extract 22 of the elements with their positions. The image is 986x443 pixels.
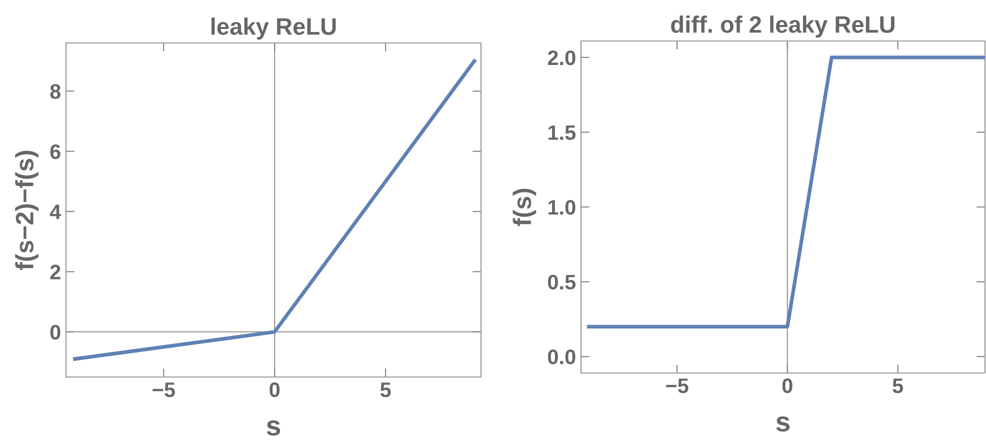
- y-axis-title: f(s−2)−f(s): [15, 150, 38, 270]
- x-axis-title: s: [776, 416, 790, 432]
- x-tick-label: 5: [892, 378, 904, 394]
- x-tick-label: −5: [666, 378, 688, 394]
- x-tick-label: 5: [380, 382, 391, 398]
- y-tick-label: 0.5: [548, 274, 576, 290]
- x-tick-label: −5: [152, 382, 175, 398]
- x-axis-title: s: [266, 420, 280, 436]
- x-tick-label: 0: [782, 378, 792, 394]
- y-tick-label: 2.0: [548, 50, 576, 66]
- y-axis-title: f(s): [512, 188, 536, 226]
- y-tick-label: 1.0: [548, 200, 576, 215]
- y-tick-label: 4: [50, 204, 62, 220]
- y-tick-label: 0.0: [548, 350, 576, 364]
- y-tick-label: 1.5: [548, 125, 576, 140]
- y-tick-label: 8: [50, 84, 60, 99]
- chart-title: diff. of 2 leaky ReLU: [671, 16, 894, 38]
- chart-title: leaky ReLU: [212, 18, 336, 40]
- y-tick-label: 2: [50, 264, 60, 280]
- x-tick-label: 0: [270, 382, 280, 398]
- y-tick-label: 6: [50, 144, 60, 160]
- y-tick-label: 0: [50, 324, 60, 340]
